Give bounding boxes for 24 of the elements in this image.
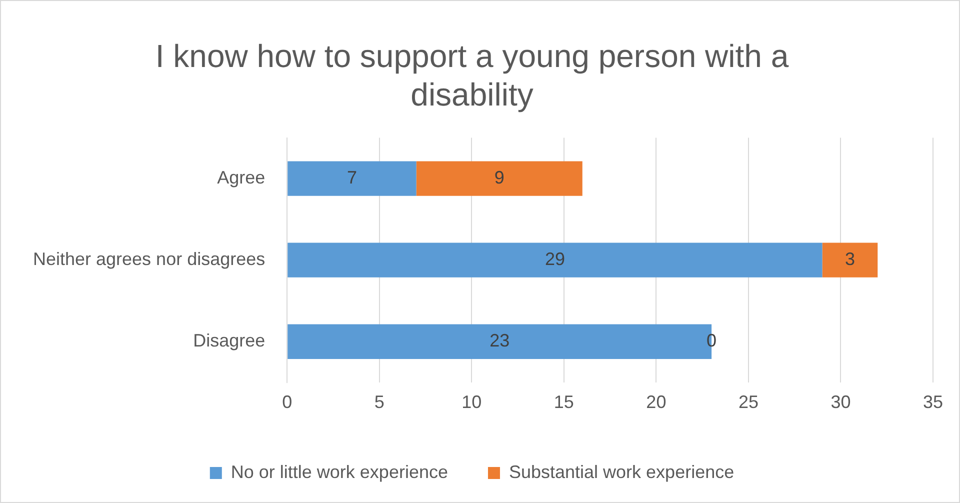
data-label: 29 xyxy=(544,249,565,270)
x-tick-label: 15 xyxy=(554,392,574,412)
data-label: 0 xyxy=(706,330,717,351)
bar xyxy=(288,242,822,278)
data-label: 9 xyxy=(494,168,504,188)
x-tick-label: 0 xyxy=(282,392,292,412)
bar xyxy=(416,161,582,196)
x-tick-label: 25 xyxy=(738,392,758,412)
bar xyxy=(822,242,878,278)
bar xyxy=(288,161,416,196)
data-label: 7 xyxy=(346,168,357,188)
x-tick-label: 5 xyxy=(374,392,384,412)
x-tick-label: 10 xyxy=(462,392,482,412)
legend-label: No or little work experience xyxy=(230,462,448,482)
y-tick-label: Disagree xyxy=(193,330,266,351)
y-tick-label: Agree xyxy=(217,168,266,188)
legend-label: Substantial work experience xyxy=(508,462,734,482)
x-tick-label: 20 xyxy=(646,392,666,412)
y-tick-label: Neither agrees nor disagrees xyxy=(32,249,266,270)
chart-title: I know how to support a young person with a disability xyxy=(155,38,789,112)
x-tick-label: 35 xyxy=(922,392,944,412)
x-tick-label: 30 xyxy=(830,392,851,412)
data-label: 3 xyxy=(844,249,855,270)
data-label: 23 xyxy=(490,330,510,351)
